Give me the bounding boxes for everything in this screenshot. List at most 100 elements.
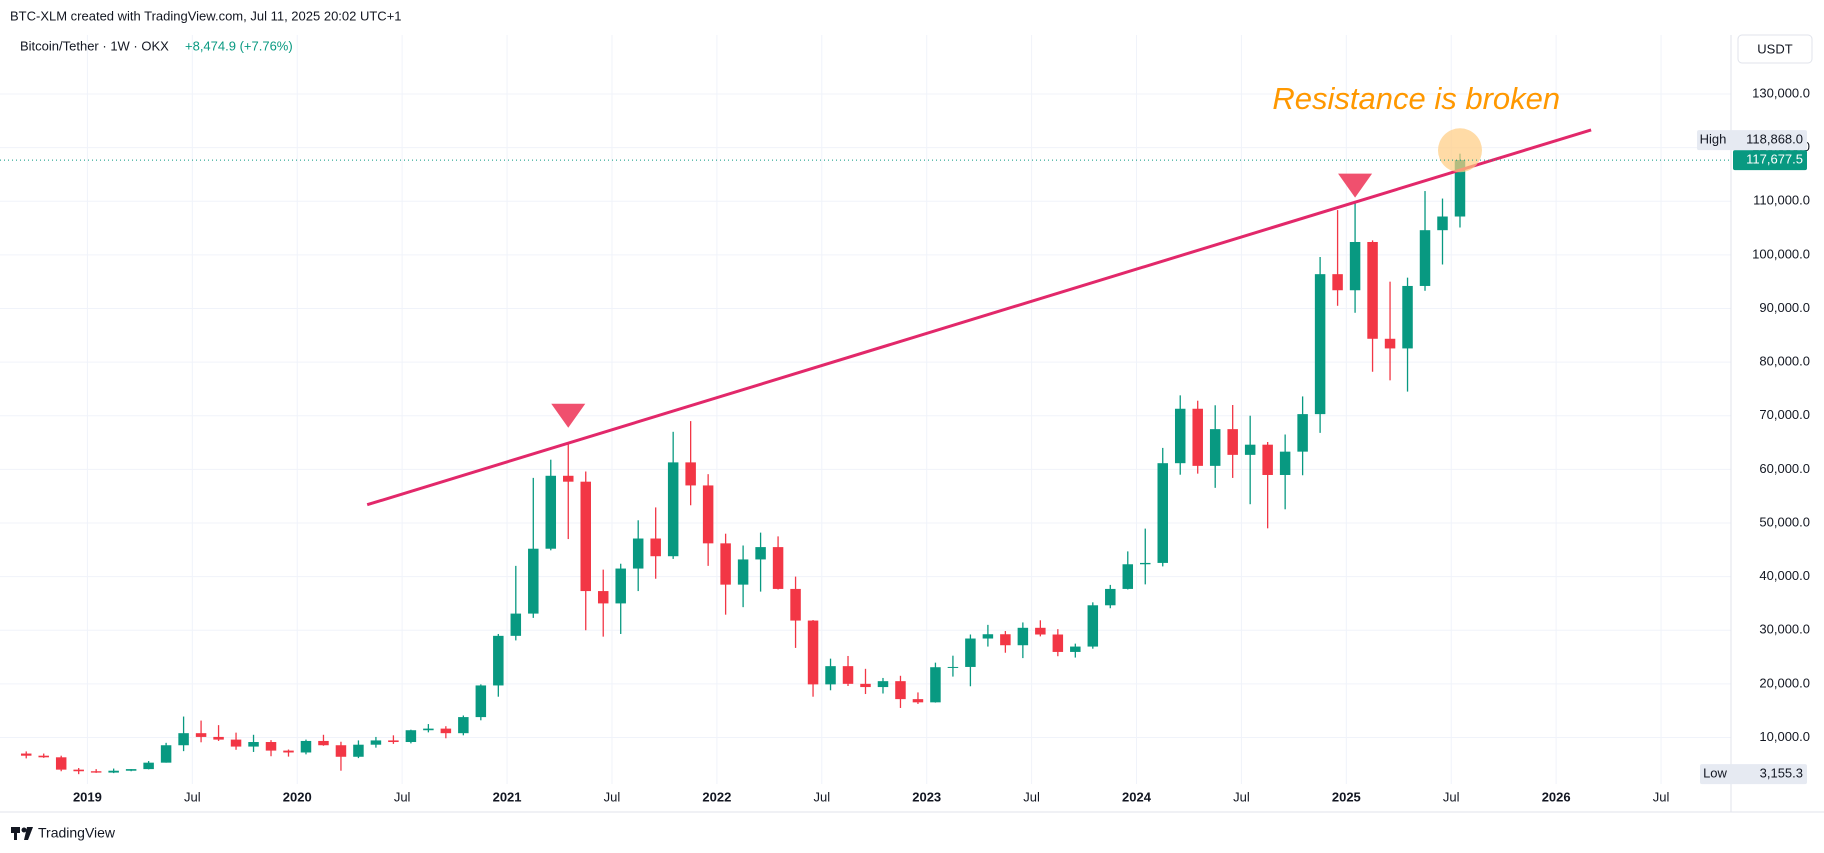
candle-body	[842, 666, 854, 684]
candle-body	[982, 634, 994, 639]
x-tick-label: 2025	[1332, 789, 1361, 804]
marker-triangle	[1338, 173, 1373, 198]
candle-body	[493, 635, 504, 686]
y-tick-label: 30,000.0	[1759, 622, 1810, 637]
currency-box[interactable]	[1737, 34, 1813, 64]
x-tick-label: Jul	[813, 789, 830, 804]
candle-body	[790, 588, 801, 621]
y-tick-label: 20,000.0	[1759, 675, 1810, 690]
candle-body	[230, 739, 242, 747]
candle-body	[353, 744, 364, 757]
candle-body	[213, 736, 224, 740]
currency[interactable]: USDT	[1757, 41, 1792, 56]
last-price-label: 117,677.5	[1746, 152, 1803, 167]
x-tick-label: 2022	[702, 789, 731, 804]
candle-body	[1157, 463, 1168, 563]
overlay: Resistance is broken	[0, 81, 1731, 507]
candle-body	[195, 733, 207, 737]
x-tick-label: Jul	[184, 789, 201, 804]
candle-body	[283, 750, 294, 753]
candle-body	[1174, 408, 1186, 464]
candle-body	[1070, 646, 1081, 652]
candle-body	[825, 666, 836, 685]
candle-body	[143, 762, 154, 770]
candle-body	[702, 485, 714, 544]
symbol: Bitcoin/Tether · 1W · OKX	[20, 38, 169, 53]
low-tag-value: 3,155.3	[1760, 766, 1803, 781]
candle-body	[1052, 634, 1064, 652]
candle-body	[1105, 588, 1116, 606]
candle-body	[1367, 241, 1378, 339]
candle-body	[528, 548, 539, 614]
y-tick-label: 100,000.0	[1752, 246, 1810, 261]
candle-body	[1017, 627, 1029, 646]
y-tick-label: 110,000.0	[1753, 193, 1810, 208]
y-tick-label: 70,000.0	[1759, 407, 1810, 422]
x-tick-label: Jul	[1023, 789, 1040, 804]
last-price-box	[1733, 150, 1807, 171]
candle-body	[807, 620, 819, 685]
x-tick-label: Jul	[604, 789, 621, 804]
candle-body	[1087, 605, 1099, 647]
candle-body	[90, 771, 102, 773]
candle-body	[38, 755, 49, 758]
candle-body	[20, 753, 32, 756]
x-tick-label: 2023	[912, 789, 941, 804]
candle-body	[912, 699, 924, 703]
brand-logo	[11, 827, 33, 840]
candle-body	[318, 740, 329, 746]
y-tick-label: 40,000.0	[1759, 568, 1810, 583]
candle-body	[265, 742, 277, 751]
candle-body	[1384, 338, 1396, 349]
candle-body	[650, 538, 661, 557]
x-tick-label: 2019	[73, 789, 102, 804]
candle-body	[580, 481, 591, 592]
candle-body	[860, 683, 871, 688]
candle-body	[1402, 285, 1413, 349]
low-tag-box	[1700, 764, 1807, 785]
candle-body	[178, 733, 189, 746]
candle-body	[1279, 451, 1291, 475]
candle-body	[1209, 429, 1221, 466]
candle-body	[1122, 564, 1134, 589]
x-tick-label: Jul	[1443, 789, 1460, 804]
candle-body	[125, 769, 137, 771]
x-tick-label: 2020	[283, 789, 312, 804]
candle-body	[1000, 634, 1011, 646]
candle-body	[335, 745, 347, 757]
candle-body	[545, 475, 557, 549]
y-tick-label: 10,000.0	[1759, 729, 1810, 744]
candle-body	[370, 740, 382, 745]
candle-body	[1437, 216, 1448, 231]
y-tick-label: 50,000.0	[1759, 514, 1810, 529]
high-tag-label: High	[1700, 132, 1727, 147]
marker-triangle	[551, 403, 586, 428]
high-tag-value: 118,868.0	[1746, 132, 1803, 147]
brand: TradingView	[38, 825, 116, 841]
candle-body	[1192, 408, 1203, 466]
candle-body	[1297, 414, 1308, 452]
y-tick-label: 80,000.0	[1759, 354, 1810, 369]
candle-body	[895, 681, 906, 700]
x-tick-label: 2026	[1542, 789, 1571, 804]
candle-body	[772, 547, 784, 589]
candle-body	[475, 685, 487, 718]
y-tick-label: 60,000.0	[1759, 461, 1810, 476]
candle-body	[300, 740, 312, 753]
x-tick-label: Jul	[1653, 789, 1670, 804]
y-tick-label: 130,000.0	[1752, 85, 1810, 100]
candle-body	[597, 591, 609, 604]
candle-body	[1035, 627, 1046, 635]
x-tick-label: 2024	[1122, 789, 1152, 804]
x-tick-label: Jul	[1233, 789, 1250, 804]
plot	[20, 153, 1466, 775]
candle-body	[55, 757, 67, 770]
high-tag-box	[1697, 130, 1807, 151]
trend-line	[366, 128, 1592, 507]
candle-body	[720, 543, 731, 585]
candle-body	[1454, 160, 1466, 217]
watermark: BTC-XLM created with TradingView.com, Ju…	[10, 8, 402, 23]
